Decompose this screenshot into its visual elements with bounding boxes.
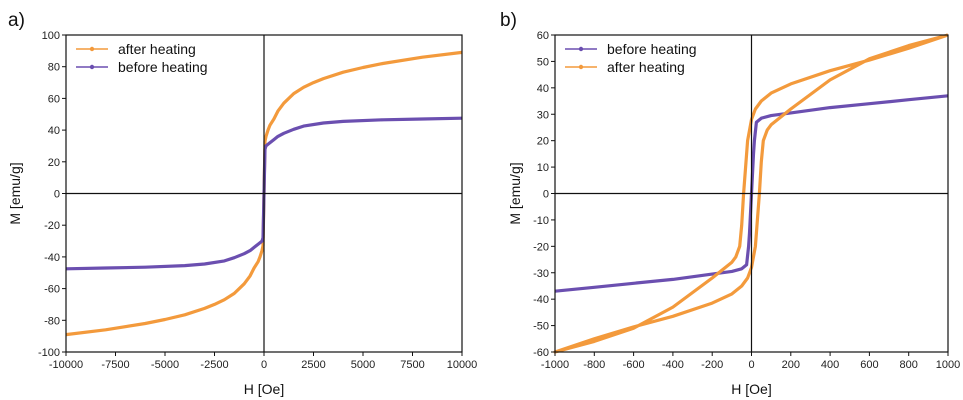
x-tick-label: -400 — [662, 359, 684, 371]
y-tick-label: -60 — [44, 284, 60, 296]
x-tick-label: 200 — [782, 359, 800, 371]
x-tick-label: 7500 — [400, 359, 424, 371]
y-tick-label: 30 — [537, 109, 549, 121]
y-tick-label: 50 — [537, 56, 549, 68]
y-tick-label: 80 — [48, 62, 60, 74]
x-tick-label: 5000 — [351, 359, 375, 371]
y-tick-label: 40 — [48, 125, 60, 137]
y-tick-label: -100 — [38, 347, 60, 359]
x-tick-label: -800 — [583, 359, 605, 371]
x-tick-label: -600 — [623, 359, 645, 371]
y-tick-label: -10 — [533, 215, 549, 227]
x-tick-label: -10000 — [49, 359, 83, 371]
legend-label-before-heating: before heating — [118, 59, 208, 75]
chart-panel-a: -10000 -7500 -5000 -2500 0 2500 5000 7500 10000 -… — [7, 10, 477, 397]
x-tick-label: -2500 — [200, 359, 228, 371]
y-tick-label: 40 — [537, 83, 549, 95]
x-tick-label: 800 — [900, 359, 918, 371]
y-tick-label: -20 — [44, 220, 60, 232]
x-tick-label: 10000 — [447, 359, 478, 371]
x-tick-label: 600 — [860, 359, 878, 371]
x-tick-label: 1000 — [936, 359, 960, 371]
legend-label-after-heating: after heating — [607, 59, 685, 75]
legend-marker-before-heating — [89, 64, 95, 70]
panel-label: b) — [500, 10, 517, 31]
x-tick-label: -7500 — [101, 359, 129, 371]
y-tick-label: -50 — [533, 321, 549, 333]
x-tick-label: -200 — [701, 359, 723, 371]
y-tick-label: 0 — [54, 189, 60, 201]
y-tick-label: -40 — [44, 252, 60, 264]
y-tick-label: 60 — [48, 93, 60, 105]
y-axis-label: M [emu/g] — [7, 162, 23, 224]
y-tick-label: -20 — [533, 241, 549, 253]
y-tick-label: -30 — [533, 268, 549, 280]
x-axis-label: H [Oe] — [731, 381, 771, 397]
y-tick-label: 0 — [543, 189, 549, 201]
y-tick-label: -40 — [533, 294, 549, 306]
x-axis-label: H [Oe] — [244, 381, 284, 397]
y-tick-label: 60 — [537, 30, 549, 42]
legend-marker-after-heating — [89, 46, 95, 52]
y-tick-label: -80 — [44, 315, 60, 327]
x-tick-label: 0 — [261, 359, 267, 371]
x-tick-label: -1000 — [541, 359, 569, 371]
legend-label-before-heating: before heating — [607, 41, 697, 57]
chart-panel-b: -1000 -800 -600 -400 -200 0 200 400 600 800 1000-6… — [500, 10, 960, 397]
y-tick-label: 20 — [48, 157, 60, 169]
legend-label-after-heating: after heating — [118, 41, 196, 57]
y-tick-label: -60 — [533, 347, 549, 359]
x-tick-label: -5000 — [151, 359, 179, 371]
y-tick-label: 10 — [537, 162, 549, 174]
x-tick-label: 2500 — [301, 359, 325, 371]
y-tick-label: 20 — [537, 136, 549, 148]
panel-label: a) — [8, 10, 25, 31]
legend-marker-after-heating — [578, 64, 584, 70]
x-tick-label: 0 — [748, 359, 754, 371]
x-tick-label: 400 — [821, 359, 839, 371]
legend-marker-before-heating — [578, 46, 584, 52]
y-axis-label: M [emu/g] — [507, 162, 523, 224]
y-tick-label: 100 — [42, 30, 60, 42]
